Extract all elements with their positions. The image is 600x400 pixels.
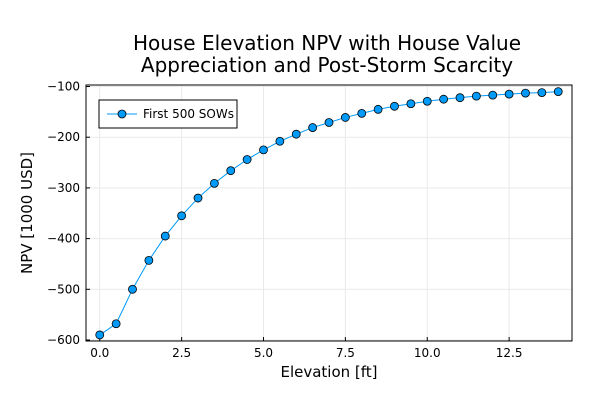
data-point (193, 193, 203, 203)
data-point (553, 87, 563, 96)
chart-title: House Elevation NPV with House Value App… (133, 31, 521, 77)
data-point (488, 90, 498, 100)
data-series (95, 87, 563, 340)
data-point (308, 123, 318, 132)
data-point (226, 166, 236, 176)
x-tick-label: 7.5 (336, 346, 355, 360)
data-point (144, 255, 154, 265)
data-point (471, 91, 481, 101)
data-point (504, 89, 514, 99)
data-point (160, 231, 170, 241)
y-tick-label: −200 (47, 130, 80, 144)
y-tick-label: −600 (47, 333, 80, 347)
data-point (455, 93, 465, 103)
data-point (439, 94, 449, 104)
y-axis-label: NPV [1000 USD] (18, 152, 36, 274)
legend: First 500 SOWs (98, 99, 238, 129)
data-point (373, 104, 383, 114)
x-tick-label: 5.0 (254, 346, 273, 360)
data-point (324, 118, 334, 127)
data-point (406, 99, 416, 109)
data-point (128, 284, 137, 294)
legend-marker (117, 109, 127, 119)
legend-label: First 500 SOWs (143, 107, 234, 121)
data-point (177, 211, 187, 221)
data-point (111, 319, 121, 329)
x-tick-label: 10.0 (414, 346, 441, 360)
data-point (291, 129, 301, 139)
y-tick-label: −500 (47, 282, 80, 296)
x-tick-label: 2.5 (172, 346, 191, 360)
data-point (357, 108, 367, 118)
grid (86, 85, 572, 341)
data-point (95, 330, 105, 340)
data-point (521, 88, 530, 98)
chart-title-line-2: Appreciation and Post-Storm Scarcity (141, 53, 513, 77)
data-point (390, 101, 399, 111)
data-point (275, 136, 285, 146)
x-axis-label: Elevation [ft] (280, 363, 377, 381)
y-tick-label: −100 (47, 80, 80, 94)
plot-frame (85, 84, 573, 342)
y-tick-label: −400 (47, 232, 80, 246)
chart-title-line-1: House Elevation NPV with House Value (133, 31, 521, 55)
data-point (340, 113, 350, 122)
x-tick-label: 12.5 (496, 346, 523, 360)
data-point (242, 155, 252, 164)
x-tick-label: 0.0 (90, 346, 109, 360)
data-point (422, 96, 432, 106)
data-point (209, 178, 219, 188)
data-point (259, 145, 268, 155)
data-point (537, 88, 547, 98)
y-tick-label: −300 (47, 181, 80, 195)
axis-ticks: 0.0 2.5 5.0 7.5 10.0 12.5 −600 −500 −400 −300 −200… (47, 80, 522, 360)
